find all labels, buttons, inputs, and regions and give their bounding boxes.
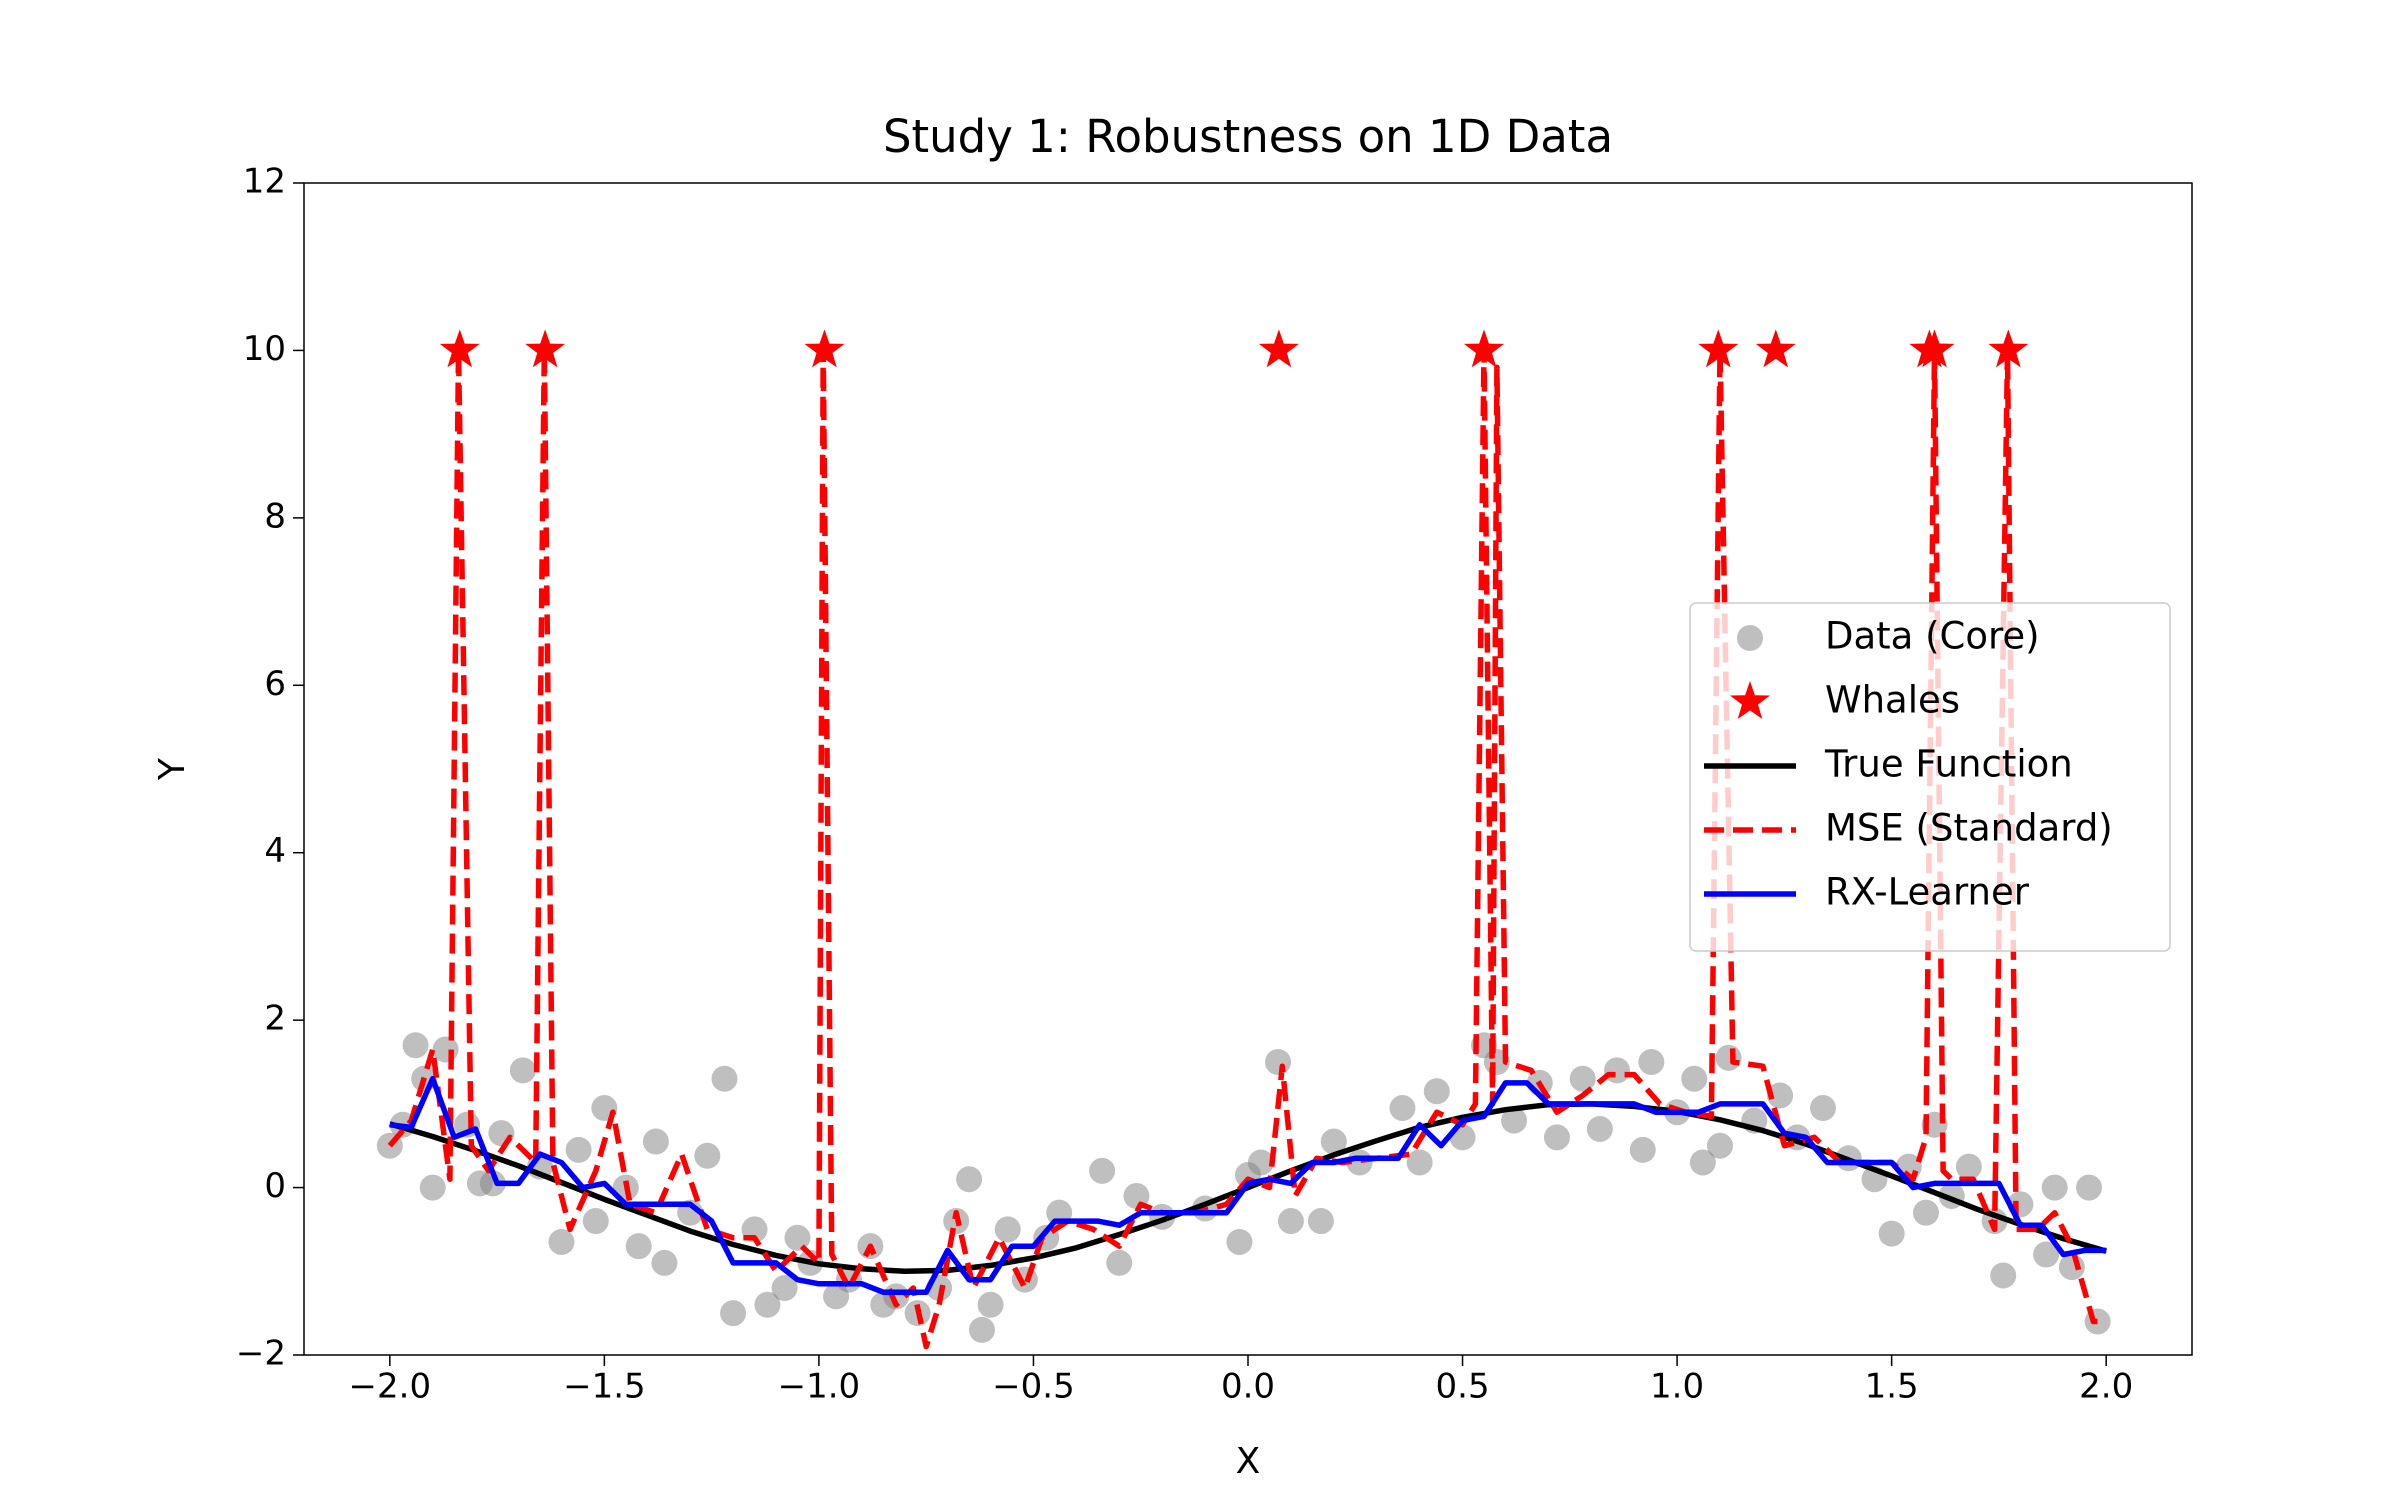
x-tick-label: −2.0 [349,1367,432,1407]
legend-label: True Function [1824,743,2073,786]
chart-title: Study 1: Robustness on 1D Data [883,110,1613,163]
point [1247,1149,1274,1176]
point [771,1275,798,1302]
star-marker [1755,329,1796,368]
point [565,1136,592,1163]
y-tick-label: 10 [243,329,286,369]
star-marker [525,329,566,368]
point [1226,1228,1253,1255]
point [1604,1057,1631,1084]
x-tick-label: 2.0 [2079,1367,2133,1407]
point [1715,1044,1742,1071]
legend-label: MSE (Standard) [1825,807,2113,850]
point [402,1032,429,1059]
x-tick-label: 0.0 [1221,1367,1275,1407]
line [389,1075,2107,1295]
point [1569,1065,1596,1092]
y-tick-label: 6 [264,664,286,704]
point [479,1170,506,1197]
point [1878,1220,1905,1247]
line [387,347,2107,1350]
y-axis-label: Y [152,757,193,781]
point [2033,1241,2060,1268]
y-tick-label: 0 [264,1166,286,1206]
point [488,1120,515,1147]
x-tick-label: 1.0 [1650,1367,1704,1407]
point [1307,1208,1334,1235]
point [1912,1199,1939,1226]
plot-area [376,329,2111,1350]
point [1955,1153,1982,1180]
point [1990,1262,2017,1289]
y-tick-label: 12 [243,162,286,202]
point [694,1142,721,1169]
star-marker [1730,681,1770,719]
point [2058,1254,2085,1281]
point [1406,1149,1433,1176]
y-tick-label: −2 [236,1334,286,1374]
point [1089,1157,1116,1184]
point [994,1216,1021,1243]
point [1320,1128,1347,1155]
x-tick-label: 0.5 [1436,1367,1490,1407]
point [1689,1149,1716,1176]
point [419,1174,446,1201]
point [711,1065,738,1092]
point [1767,1082,1794,1109]
point [784,1224,811,1251]
point [1277,1208,1304,1235]
point [1681,1065,1708,1092]
point [548,1228,575,1255]
point [1707,1132,1733,1159]
point [625,1233,652,1260]
y-tick-label: 8 [264,496,286,536]
star-marker [1698,329,1739,368]
x-tick-label: −0.5 [992,1367,1075,1407]
y-tick-label: 4 [264,831,286,871]
point [2041,1174,2068,1201]
point [2076,1174,2103,1201]
legend-label: Whales [1825,679,1960,722]
point [754,1291,781,1318]
legend-label: RX-Learner [1825,871,2030,914]
point [1736,624,1764,652]
star-marker [1258,329,1299,368]
x-tick-label: −1.0 [778,1367,861,1407]
point [1106,1249,1133,1276]
point [956,1166,983,1193]
legend-label: Data (Core) [1825,615,2040,658]
x-tick-label: 1.5 [1865,1367,1919,1407]
point [1423,1078,1450,1105]
point [509,1057,536,1084]
point [1638,1049,1665,1075]
point [1629,1136,1656,1163]
point [968,1316,995,1343]
legend-box [1689,602,2171,952]
point [1586,1115,1613,1142]
point [1265,1049,1292,1075]
point [582,1208,609,1235]
point [651,1249,678,1276]
star-marker [439,329,480,368]
point [1389,1095,1416,1122]
x-axis-label: X [1236,1441,1261,1482]
y-tick-label: 2 [264,999,286,1039]
point [1543,1124,1570,1151]
point [720,1300,747,1327]
point [1501,1107,1528,1134]
point [1809,1095,1836,1122]
legend: Data (Core) Whales True Function MSE (Stand… [1689,602,2171,952]
axes-frame [303,182,2193,1356]
x-tick-label: −1.5 [563,1367,646,1407]
point [642,1128,669,1155]
point [977,1291,1004,1318]
